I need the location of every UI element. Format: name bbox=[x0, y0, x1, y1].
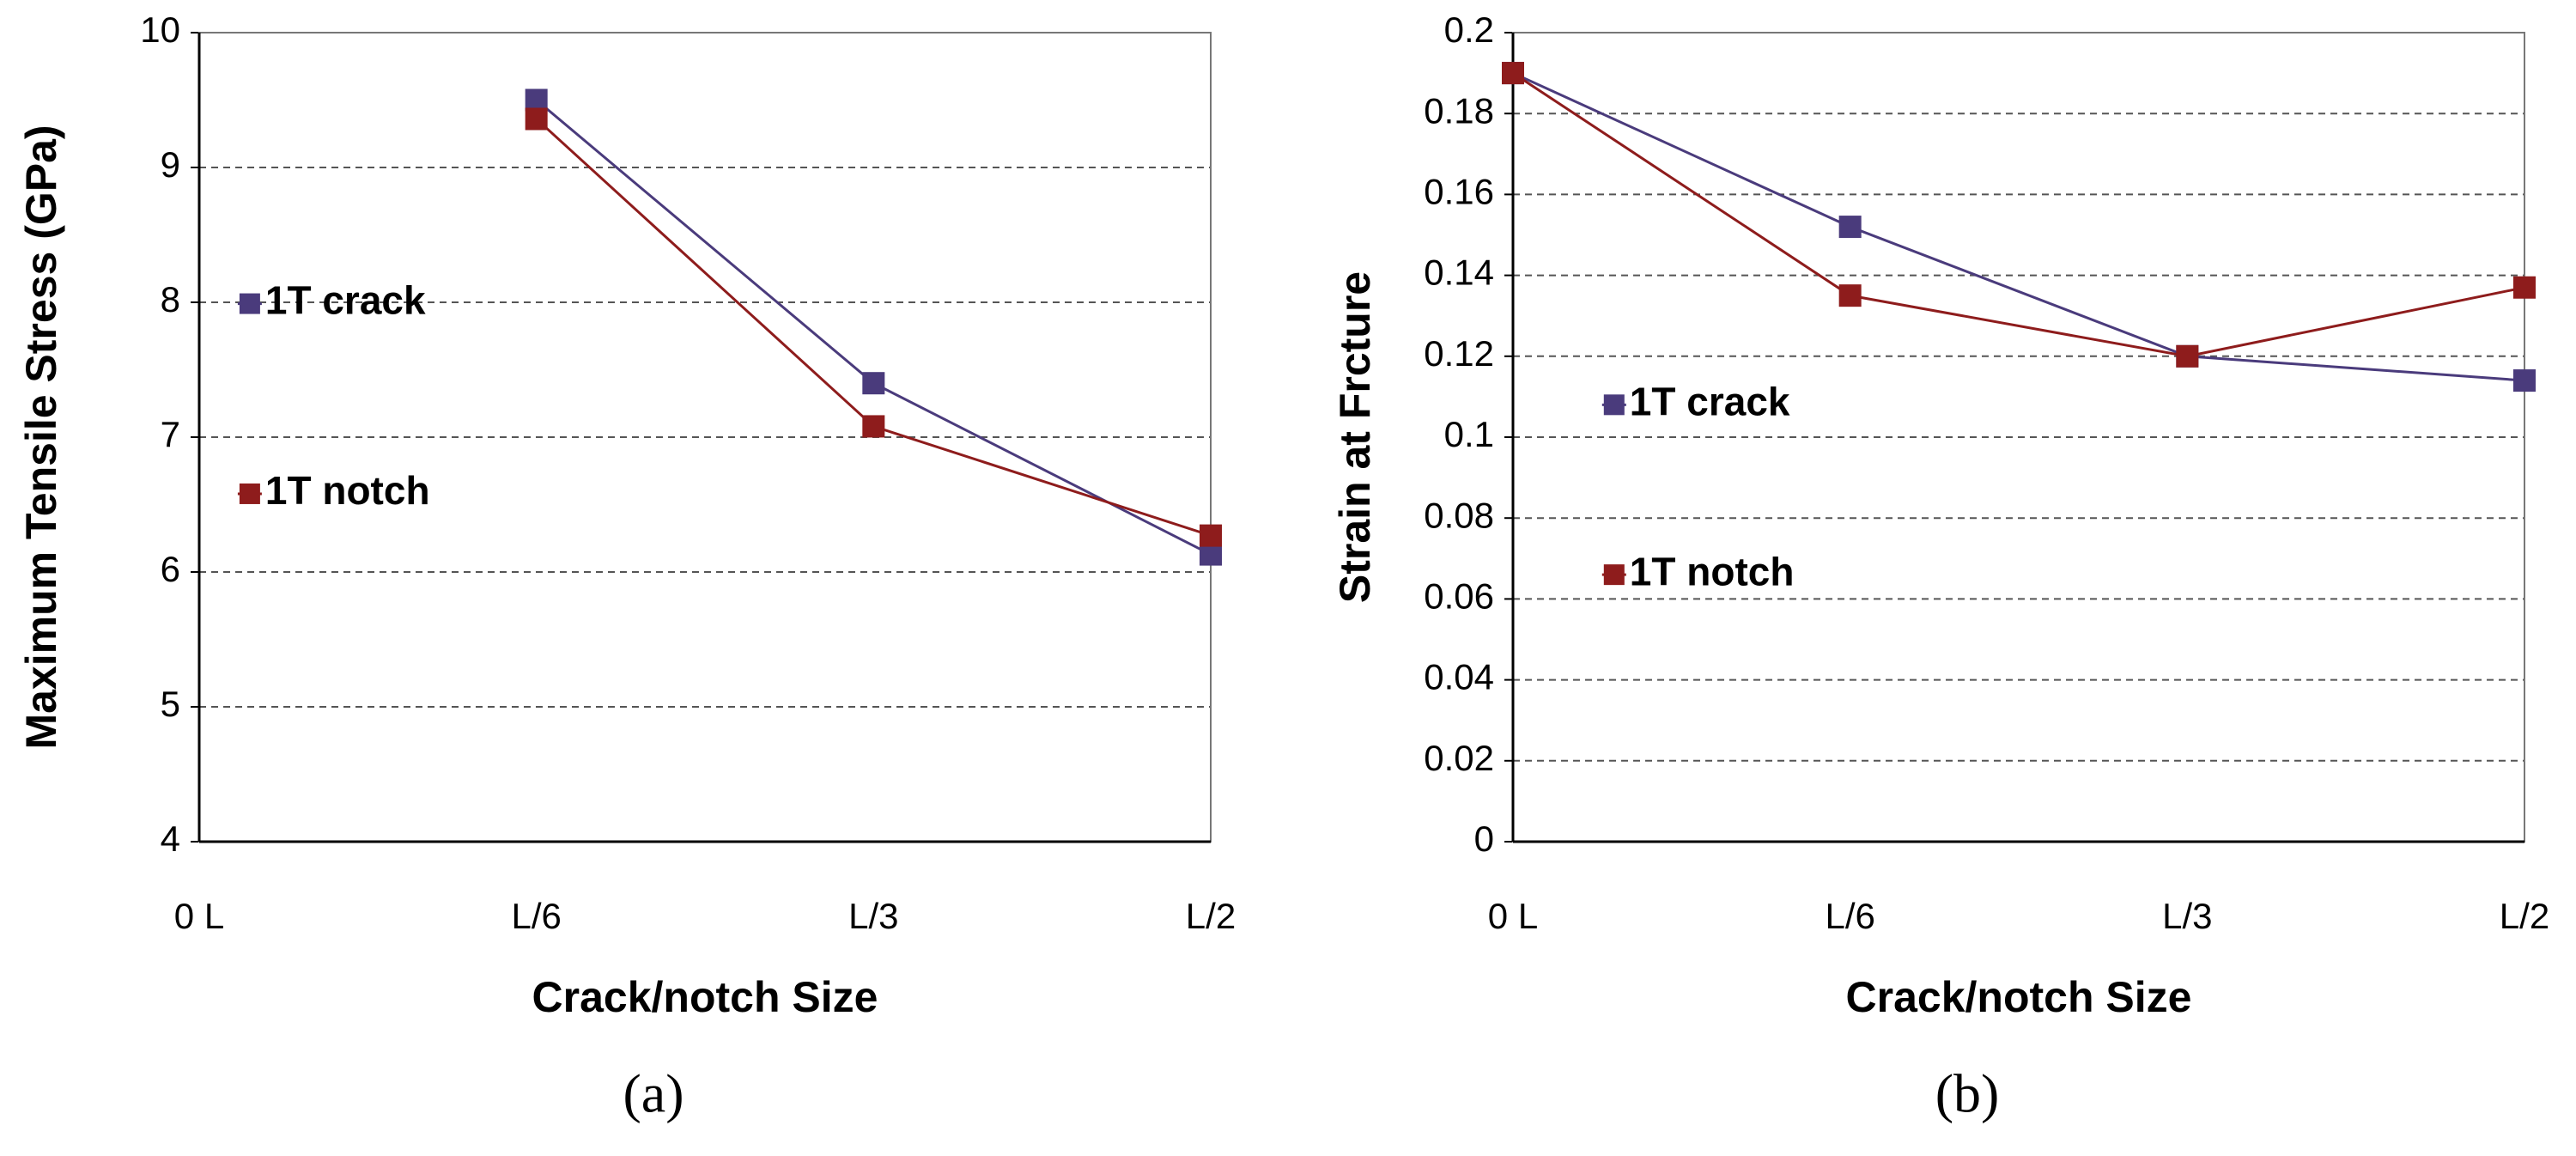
y-tick-label: 0.1 bbox=[1444, 414, 1494, 454]
data-point bbox=[2513, 369, 2536, 392]
legend-label: 1T notch bbox=[1630, 549, 1795, 593]
data-point bbox=[2176, 344, 2199, 368]
y-axis-title: Strain at Frcture bbox=[1331, 271, 1379, 603]
caption: (b) bbox=[1935, 1063, 2000, 1124]
y-tick-label: 6 bbox=[161, 549, 180, 589]
data-point bbox=[1838, 284, 1862, 307]
data-point bbox=[862, 372, 885, 395]
y-tick-label: 5 bbox=[161, 684, 180, 724]
caption: (a) bbox=[623, 1063, 683, 1124]
y-tick-label: 0.06 bbox=[1424, 575, 1494, 616]
y-tick-label: 9 bbox=[161, 144, 180, 185]
y-tick-label: 4 bbox=[161, 818, 180, 859]
series-line bbox=[1512, 71, 2525, 358]
data-point bbox=[1838, 216, 1862, 239]
y-tick-label: 0.2 bbox=[1444, 9, 1494, 50]
x-tick-label: L/3 bbox=[2162, 896, 2212, 936]
x-tick-label: 0 L bbox=[174, 896, 224, 936]
data-point bbox=[2513, 276, 2536, 299]
data-point bbox=[1502, 62, 1524, 85]
legend-label: 1T crack bbox=[265, 278, 426, 323]
x-axis-title: Crack/notch Size bbox=[532, 973, 878, 1021]
legend-marker bbox=[239, 483, 260, 504]
x-tick-label: L/6 bbox=[1825, 896, 1874, 936]
x-tick-label: 0 L bbox=[1488, 896, 1538, 936]
x-axis-title: Crack/notch Size bbox=[1846, 973, 2192, 1021]
x-tick-label: L/6 bbox=[511, 896, 561, 936]
data-point bbox=[525, 88, 548, 112]
series-line bbox=[1512, 71, 2525, 382]
legend-marker bbox=[1603, 564, 1625, 586]
data-point bbox=[862, 415, 885, 438]
data-point bbox=[525, 107, 548, 131]
y-tick-label: 0.04 bbox=[1424, 657, 1494, 697]
x-tick-label: L/2 bbox=[2500, 896, 2549, 936]
legend-label: 1T notch bbox=[265, 468, 430, 513]
y-tick-label: 0.14 bbox=[1424, 252, 1494, 293]
x-tick-label: L/2 bbox=[1186, 896, 1236, 936]
x-tick-label: L/3 bbox=[848, 896, 898, 936]
series-line bbox=[535, 118, 1212, 538]
y-tick-label: 0 bbox=[1474, 818, 1494, 859]
legend-marker bbox=[1603, 394, 1625, 416]
y-tick-label: 7 bbox=[161, 414, 180, 454]
y-tick-label: 0.02 bbox=[1424, 738, 1494, 778]
legend-label: 1T crack bbox=[1630, 379, 1790, 423]
y-tick-label: 0.16 bbox=[1424, 171, 1494, 211]
y-tick-label: 0.12 bbox=[1424, 333, 1494, 374]
y-axis-title: Maximum Tensile Stress (GPa) bbox=[17, 125, 65, 749]
y-tick-label: 0.18 bbox=[1424, 90, 1494, 131]
y-tick-label: 8 bbox=[161, 279, 180, 319]
data-point bbox=[1200, 524, 1222, 547]
legend-marker bbox=[239, 293, 260, 314]
y-tick-label: 10 bbox=[140, 9, 180, 50]
y-tick-label: 0.08 bbox=[1424, 495, 1494, 535]
data-point bbox=[1200, 543, 1222, 566]
